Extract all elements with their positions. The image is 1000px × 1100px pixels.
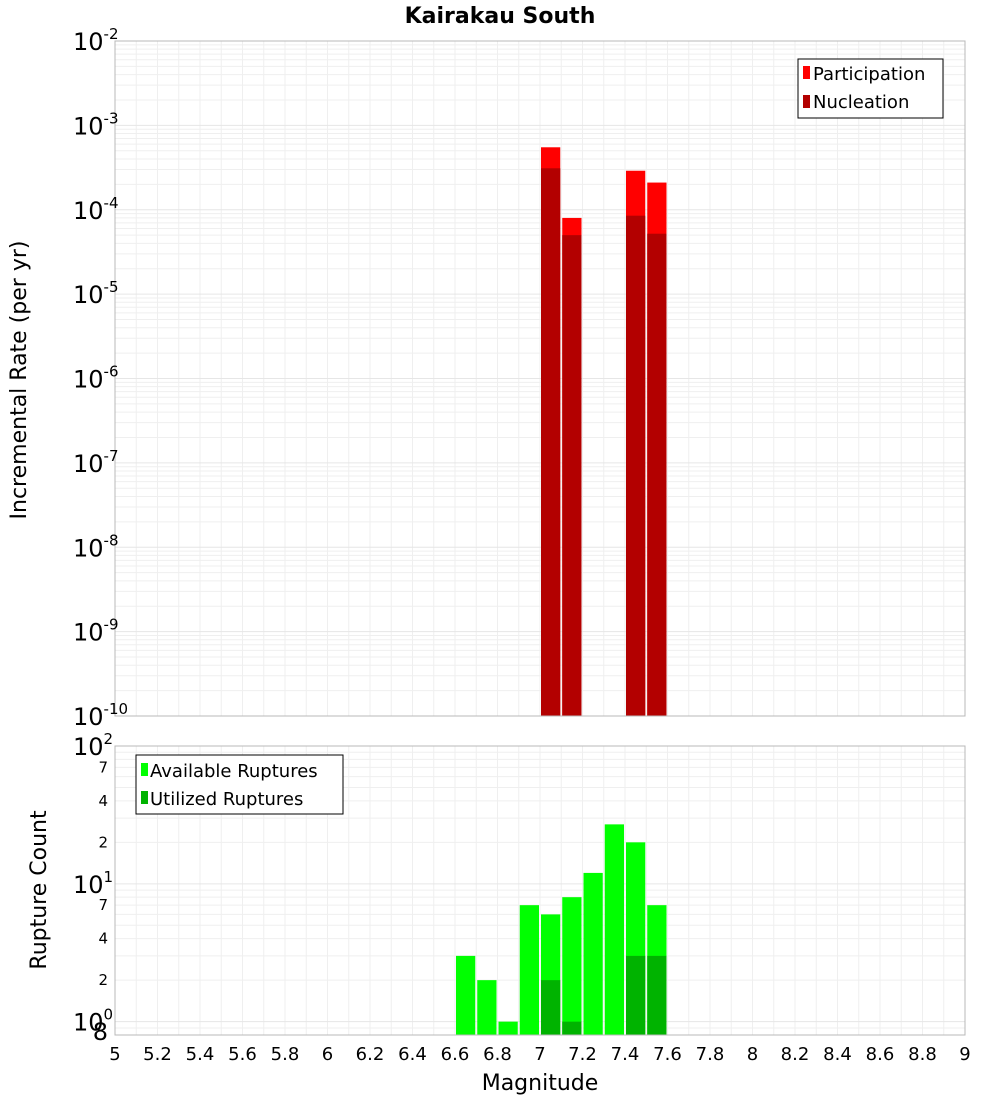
bottom-available-ruptures-bar [519,905,539,1035]
x-tick-label: 7.4 [611,1044,640,1065]
top-y-tick-label: 10-10 [73,700,128,731]
bottom-available-ruptures-bar [562,897,582,1035]
top-y-tick-label: 10-4 [73,194,119,225]
bottom-y-minor-tick-label: 2 [98,833,108,851]
top-y-tick-label: 10-7 [73,447,119,478]
top-nucleation-bar [541,168,561,716]
nucleation-legend-swatch [803,95,810,108]
bottom-utilized-ruptures-bar [626,955,646,1035]
bottom-y-tick-label: 102 [73,730,113,761]
top-plot-frame [114,40,966,717]
bottom-y-minor-tick-label: 7 [98,758,108,776]
top-y-tick-label: 10-3 [73,109,119,140]
bottom-utilized-ruptures-bar [541,980,561,1035]
participation-legend-swatch [803,66,810,79]
top-y-ticks: 10-10 10-9 10-8 10-7 10-6 10-5 10-4 10-3 10-2 [73,25,128,731]
top-nucleation-bar [647,233,667,716]
bottom-plot-frame [114,745,966,1036]
bottom-y-minor-tick-label: 2 [98,971,108,989]
x-tick-label: 7 [534,1044,545,1065]
x-tick-label: 6.4 [398,1044,427,1065]
x-tick-label: 7.6 [653,1044,682,1065]
x-tick-label: 6.8 [483,1044,512,1065]
top-y-tick-label: 10-8 [73,531,119,562]
x-tick-label: 8.6 [866,1044,895,1065]
bottom-available-ruptures-bar [477,980,497,1035]
bottom-available-ruptures-bar [498,1021,518,1035]
bottom-y-axis-label: Rupture Count [27,810,52,970]
x-tick-label: 7.8 [696,1044,725,1065]
x-tick-label: 5.8 [271,1044,300,1065]
x-tick-label: 8.2 [781,1044,810,1065]
x-tick-label: 8.4 [823,1044,852,1065]
bottom-y-minor-tick-label: 8 [93,1018,108,1046]
top-y-tick-label: 10-5 [73,278,119,309]
bottom-legend: Available Ruptures Utilized Ruptures [135,754,344,815]
x-axis-label: Magnitude [482,1071,599,1096]
x-tick-label: 8 [747,1044,758,1065]
nucleation-legend-label: Nucleation [813,92,909,113]
x-tick-label: 5.6 [228,1044,257,1065]
x-tick-label: 6.2 [356,1044,385,1065]
bottom-y-ticks: 100 101 102 8 2 4 7 2 4 7 [73,730,113,1046]
x-ticks: 5 5.2 5.4 5.6 5.8 6 6.2 6.4 6.6 6.8 7 7.2 7.4 7.6 7.8 8… [109,1044,970,1065]
chart-title: Kairakau South [405,4,596,29]
x-tick-label: 5.4 [186,1044,215,1065]
x-tick-label: 6 [322,1044,333,1065]
top-legend: Participation Nucleation [797,58,944,119]
utilized-ruptures-legend-swatch [141,791,148,804]
bottom-available-ruptures-bar [583,872,603,1035]
bottom-utilized-ruptures-bar [647,955,667,1035]
bottom-y-minor-tick-label: 4 [98,930,108,948]
top-legend-box [797,58,944,119]
utilized-ruptures-legend-label: Utilized Ruptures [150,789,303,810]
top-nucleation-bar [562,235,582,716]
bottom-available-ruptures-bar [604,824,624,1035]
x-tick-label: 9 [959,1044,970,1065]
x-tick-label: 5.2 [143,1044,172,1065]
available-ruptures-legend-label: Available Ruptures [150,761,318,782]
participation-legend-label: Participation [813,64,925,85]
bottom-y-tick-label: 101 [73,868,113,899]
top-y-tick-label: 10-9 [73,616,119,647]
top-nucleation-bar [626,215,646,717]
bottom-y-minor-tick-label: 4 [98,792,108,810]
top-y-tick-label: 10-2 [73,25,119,56]
top-y-tick-label: 10-6 [73,363,119,394]
top-y-axis-label: Incremental Rate (per yr) [7,241,32,520]
bottom-legend-box [135,754,344,815]
x-tick-label: 5 [109,1044,120,1065]
x-tick-label: 6.6 [441,1044,470,1065]
bottom-utilized-ruptures-bar [562,1021,582,1035]
bottom-y-tick-label: 100 [73,1006,113,1037]
top-plot-grid [114,41,966,717]
bottom-available-ruptures-bar [456,955,476,1035]
top-plot-bars [541,147,667,717]
bottom-plot-bars [456,824,667,1035]
x-tick-label: 8.8 [908,1044,937,1065]
available-ruptures-legend-swatch [141,763,148,776]
bottom-y-minor-tick-label: 7 [98,896,108,914]
x-tick-label: 7.2 [568,1044,597,1065]
